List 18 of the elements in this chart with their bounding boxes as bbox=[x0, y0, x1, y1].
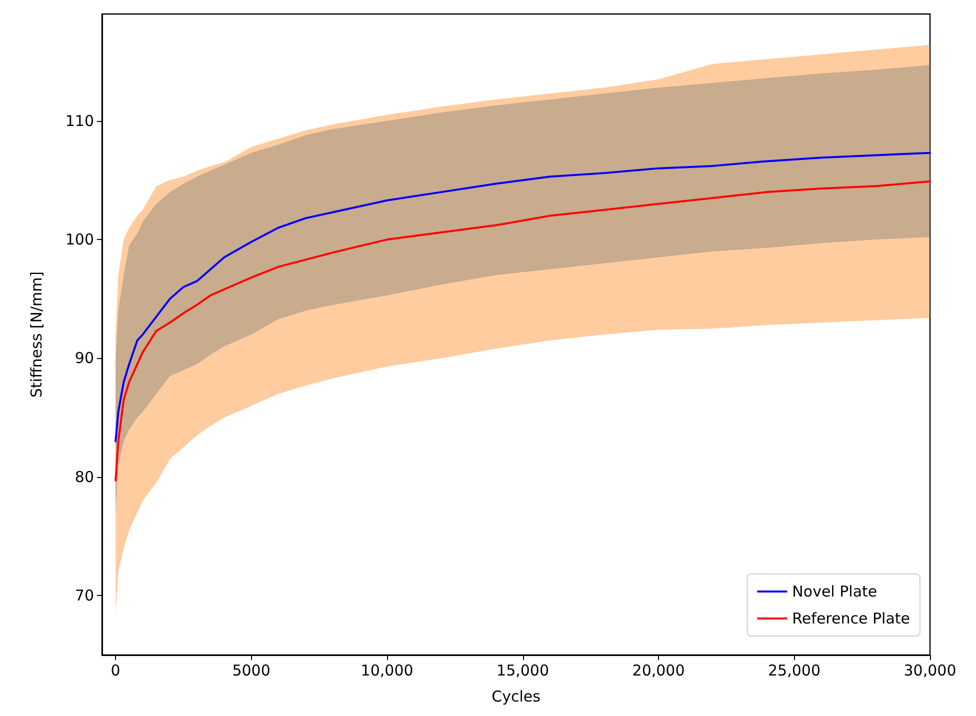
line-series bbox=[114, 180, 931, 482]
y-tick-label: 100 bbox=[65, 230, 94, 249]
legend-label: Novel Plate bbox=[792, 582, 878, 600]
y-tick-label: 70 bbox=[74, 586, 94, 605]
x-tick-label: 15,000 bbox=[496, 662, 550, 680]
line-series bbox=[114, 152, 931, 442]
x-tick-label: 25,000 bbox=[768, 662, 821, 680]
x-tick-label: 5000 bbox=[232, 662, 270, 680]
y-axis-title: Stiffness [N/mm] bbox=[28, 271, 46, 398]
x-tick-label: 30,000 bbox=[904, 662, 956, 680]
y-tick-label: 90 bbox=[74, 349, 94, 368]
x-tick-label: 0 bbox=[110, 662, 120, 680]
y-tick-label: 110 bbox=[65, 112, 94, 130]
legend-label: Reference Plate bbox=[792, 610, 910, 628]
y-tick-label: 80 bbox=[74, 468, 94, 486]
x-axis-title: Cycles bbox=[492, 688, 541, 706]
x-tick-label: 20,000 bbox=[632, 662, 685, 680]
x-tick-label: 10,000 bbox=[360, 662, 414, 680]
